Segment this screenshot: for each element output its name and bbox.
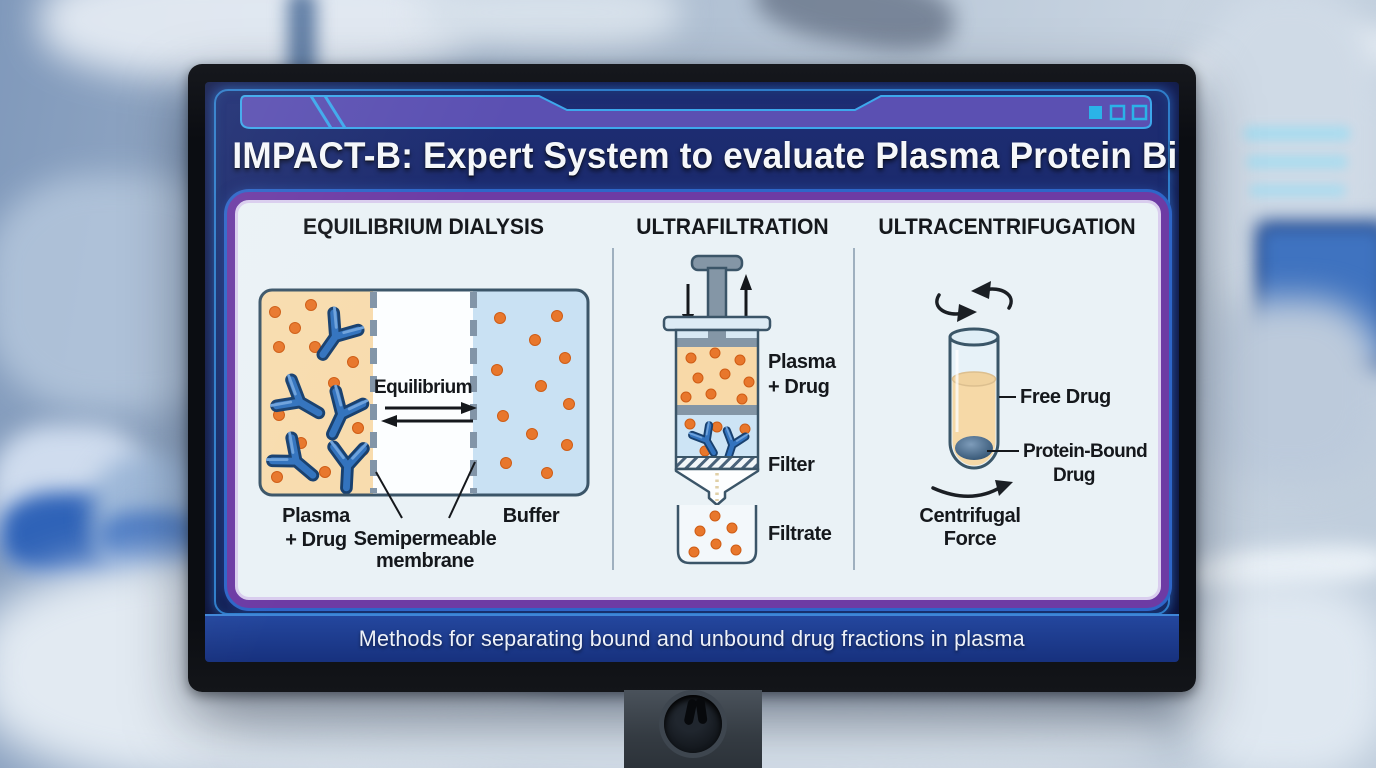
panel-divider (612, 248, 614, 570)
membrane-leader-line (448, 461, 476, 519)
shelf-glow-blur (1246, 155, 1348, 169)
protein-pellet (955, 436, 993, 460)
monitor-screen: IMPACT-B: Expert System to evaluate Plas… (205, 82, 1179, 662)
label-plasma-drug: + Drug (285, 529, 347, 551)
page-title: IMPACT-B: Expert System to evaluate Plas… (232, 135, 1179, 176)
equilibrium-label: Equilibrium (374, 377, 472, 398)
panel-ultrafiltration: ULTRAFILTRATION (612, 200, 853, 600)
panel-equilibrium-dialysis: EQUILIBRIUM DIALYSIS (235, 200, 612, 600)
shelf-glow-blur (1249, 184, 1346, 197)
panel-divider (853, 248, 855, 570)
syringe-barrel (674, 328, 760, 471)
dialysis-cell (260, 290, 588, 495)
content-panel: EQUILIBRIUM DIALYSIS (227, 192, 1169, 608)
panel-heading: ULTRAFILTRATION (636, 214, 829, 239)
square-outline-icon (1131, 104, 1148, 121)
syringe-flange (662, 315, 772, 332)
label-plasma-drug: + Drug (768, 376, 830, 398)
title-row: IMPACT-B: Expert System to evaluate Plas… (205, 135, 1179, 177)
free-drug-dots-buffer (491, 310, 575, 479)
caption-text: Methods for separating bound and unbound… (359, 626, 1025, 651)
dialysis-cell-outline (258, 288, 590, 497)
label-free-drug: Free Drug (1020, 386, 1111, 408)
plunger-seal (676, 338, 758, 347)
ceiling-light-blur (420, 0, 680, 50)
label-centrifugal-force: Centrifugal (919, 505, 1020, 527)
label-buffer: Buffer (503, 505, 560, 527)
label-bound-drug: Drug (1053, 465, 1095, 486)
chamber-buffer (473, 290, 588, 495)
centrifuge-tube (948, 327, 1000, 470)
label-membrane: membrane (376, 550, 474, 572)
label-membrane: Semipermeable (354, 528, 497, 550)
dialysis-diagram: Equilibrium Plasma + Drug Se (258, 288, 590, 572)
header-bar (240, 95, 1152, 129)
monitor-stand (624, 690, 762, 768)
rotation-arrows-icon (935, 281, 1013, 322)
centrifugal-force-arrow-icon (931, 480, 1013, 498)
monitor-bezel: IMPACT-B: Expert System to evaluate Plas… (188, 64, 1196, 692)
cable (695, 697, 708, 725)
shelf-glow-blur (1243, 126, 1351, 141)
filter-band (675, 456, 759, 470)
panel-heading: ULTRACENTRIFUGATION (878, 214, 1136, 239)
bench-blur (1178, 582, 1376, 768)
square-outline-icon (1109, 104, 1126, 121)
panel-heading: EQUILIBRIUM DIALYSIS (303, 214, 544, 239)
slash-decoration-icon (309, 95, 347, 129)
header-bar-shape (240, 95, 1152, 129)
shelf-blur (1198, 298, 1376, 483)
drug-dots (680, 347, 755, 405)
label-filtrate: Filtrate (768, 523, 832, 545)
caption-bar: Methods for separating bound and unbound… (205, 614, 1179, 662)
label-centrifugal-force: Force (944, 528, 997, 550)
equilibrium-arrows-icon (381, 402, 477, 427)
drug-dots (688, 510, 742, 558)
square-filled-icon (1089, 106, 1102, 119)
membrane-leader-line (375, 471, 403, 519)
label-bound-drug: Protein-Bound (1023, 441, 1147, 462)
ultrafiltration-diagram: Plasma + Drug Filter Filtrate (662, 254, 837, 565)
label-plasma-drug: Plasma (768, 351, 837, 373)
label-filter: Filter (768, 454, 815, 476)
label-plasma-drug: Plasma (282, 505, 351, 527)
ultracentrifugation-diagram: Free Drug Protein-Bound Drug Centrifugal… (919, 281, 1148, 550)
cable-hole (664, 695, 722, 753)
pipe-blur (750, 0, 960, 61)
panel-ultracentrifugation: ULTRACENTRIFUGATION (853, 200, 1161, 600)
